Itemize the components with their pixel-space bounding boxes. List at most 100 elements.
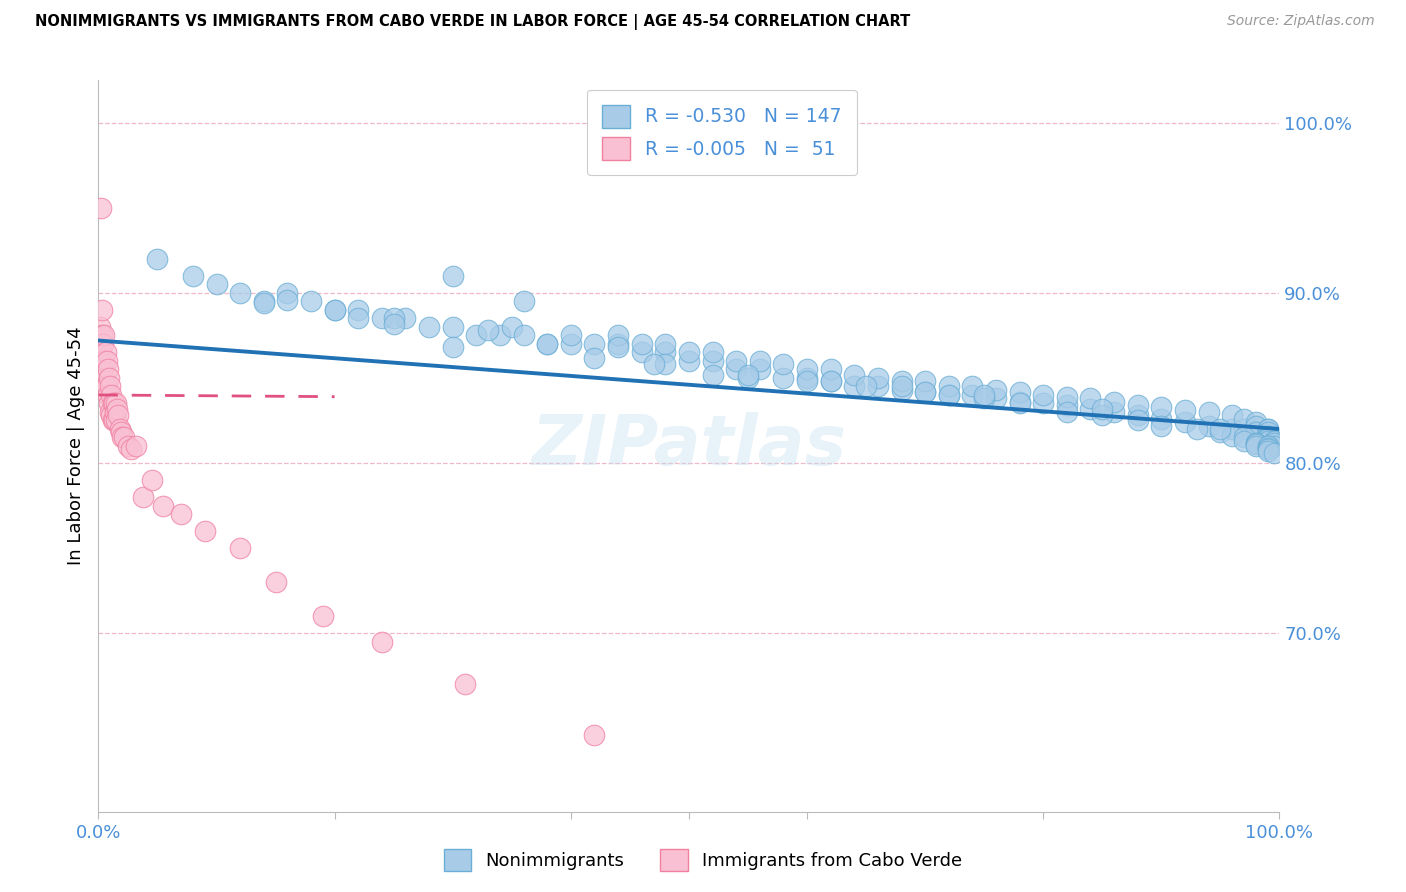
Point (1244, 415, 1267, 429)
Point (678, 345, 700, 359)
Point (820, 375, 842, 389)
Point (101, 396, 124, 410)
Point (1244, 439, 1267, 453)
Point (105, 401, 128, 416)
Point (194, 524, 217, 538)
Point (890, 383, 912, 397)
Point (394, 311, 416, 326)
Point (1233, 422, 1256, 436)
Point (1008, 394, 1031, 409)
Point (477, 323, 499, 337)
Point (1150, 411, 1173, 425)
Point (1257, 422, 1279, 436)
Point (91, 354, 114, 368)
Point (111, 430, 134, 444)
Point (453, 677, 475, 691)
Point (1244, 425, 1267, 440)
Text: Source: ZipAtlas.com: Source: ZipAtlas.com (1227, 14, 1375, 29)
Point (1244, 435, 1267, 450)
Point (371, 311, 394, 326)
Point (89, 354, 111, 368)
Point (1220, 422, 1243, 436)
Point (465, 328, 488, 343)
Point (772, 357, 794, 371)
Point (844, 368, 866, 382)
Point (607, 340, 630, 354)
Point (820, 375, 842, 389)
Point (1257, 441, 1279, 455)
Point (110, 425, 132, 440)
Point (1102, 405, 1125, 419)
Point (1174, 415, 1197, 429)
Point (654, 337, 676, 351)
Point (98, 396, 121, 410)
Point (654, 345, 676, 359)
Point (1198, 405, 1220, 419)
Point (96, 354, 118, 368)
Point (103, 413, 125, 427)
Point (938, 388, 960, 402)
Point (97, 388, 120, 402)
Point (725, 354, 748, 368)
Point (253, 296, 276, 310)
Point (1263, 435, 1285, 450)
Point (583, 351, 606, 365)
Point (725, 362, 748, 376)
Point (737, 371, 759, 385)
Point (104, 405, 127, 419)
Point (748, 354, 770, 368)
Point (264, 575, 287, 590)
Point (1080, 392, 1102, 406)
Point (181, 268, 204, 283)
Point (112, 430, 135, 444)
Point (560, 328, 582, 343)
Point (630, 345, 652, 359)
Point (229, 541, 252, 555)
Point (1233, 430, 1256, 444)
Y-axis label: In Labor Force | Age 45-54: In Labor Force | Age 45-54 (66, 326, 84, 566)
Point (90, 201, 112, 215)
Point (93, 328, 115, 343)
Point (323, 302, 346, 317)
Point (583, 728, 606, 742)
Point (1263, 435, 1285, 450)
Point (796, 375, 818, 389)
Point (121, 442, 143, 457)
Point (382, 317, 405, 331)
Point (170, 507, 193, 521)
Point (1102, 394, 1125, 409)
Point (1257, 434, 1279, 448)
Point (984, 383, 1007, 397)
Point (98, 405, 121, 419)
Point (1080, 401, 1102, 416)
Point (583, 337, 606, 351)
Point (1056, 398, 1078, 412)
Point (796, 362, 818, 376)
Point (103, 396, 125, 410)
Point (737, 368, 759, 382)
Point (347, 302, 370, 317)
Point (91, 362, 114, 376)
Point (1150, 418, 1173, 433)
Point (702, 354, 724, 368)
Point (1233, 434, 1256, 448)
Point (855, 379, 877, 393)
Point (1244, 425, 1267, 440)
Point (512, 294, 534, 309)
Point (276, 293, 298, 307)
Point (1257, 429, 1279, 443)
Point (141, 473, 163, 487)
Point (1032, 396, 1054, 410)
Point (938, 388, 960, 402)
Point (1008, 384, 1031, 399)
Point (229, 285, 252, 300)
Point (97, 362, 120, 376)
Point (299, 294, 322, 309)
Point (1233, 411, 1256, 425)
Point (117, 439, 139, 453)
Text: ZIPatlas: ZIPatlas (531, 412, 846, 480)
Point (1209, 425, 1232, 440)
Point (371, 634, 394, 648)
Point (1126, 398, 1149, 412)
Point (89, 320, 111, 334)
